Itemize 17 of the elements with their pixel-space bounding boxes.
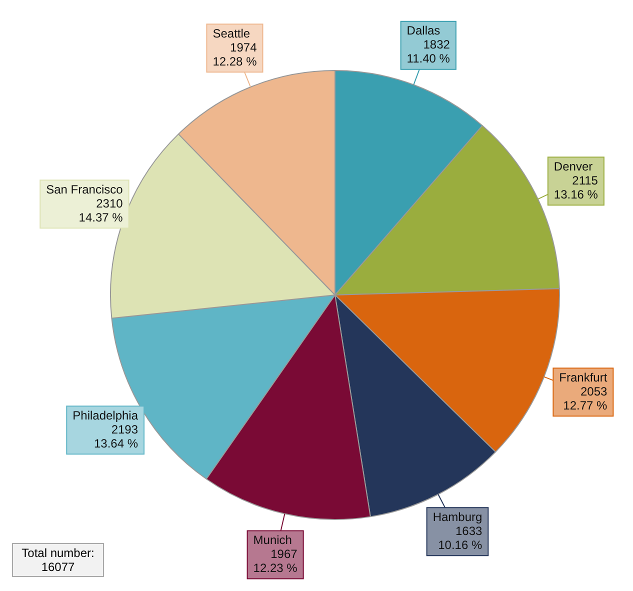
data-label: 2115 13.16 %: [554, 173, 598, 202]
text: Total number: 16077: [12, 543, 104, 577]
data-label: 2053 12.77 %: [563, 384, 608, 412]
slice-label: Dallas: [406, 24, 440, 38]
slice-label: Frankfurt: [559, 370, 608, 384]
slice-label: Seattle: [212, 26, 250, 40]
data-label: 1974 12.28 %: [212, 40, 258, 68]
slice-label: San Francisco: [46, 182, 124, 196]
data-label: 1633 10.16 %: [438, 524, 482, 552]
data-label: 2193 13.64 %: [94, 422, 138, 450]
slice-label: Hamburg: [432, 510, 482, 524]
slice-label: Munich: [253, 533, 292, 548]
data-label: 2310 14.37 %: [78, 196, 124, 224]
slice-label: Philadelphia: [72, 408, 138, 422]
data-label: 1832 11.40 %: [406, 38, 450, 66]
slice-label: Denver: [554, 159, 593, 174]
data-label: 1967 12.23 %: [253, 547, 298, 576]
